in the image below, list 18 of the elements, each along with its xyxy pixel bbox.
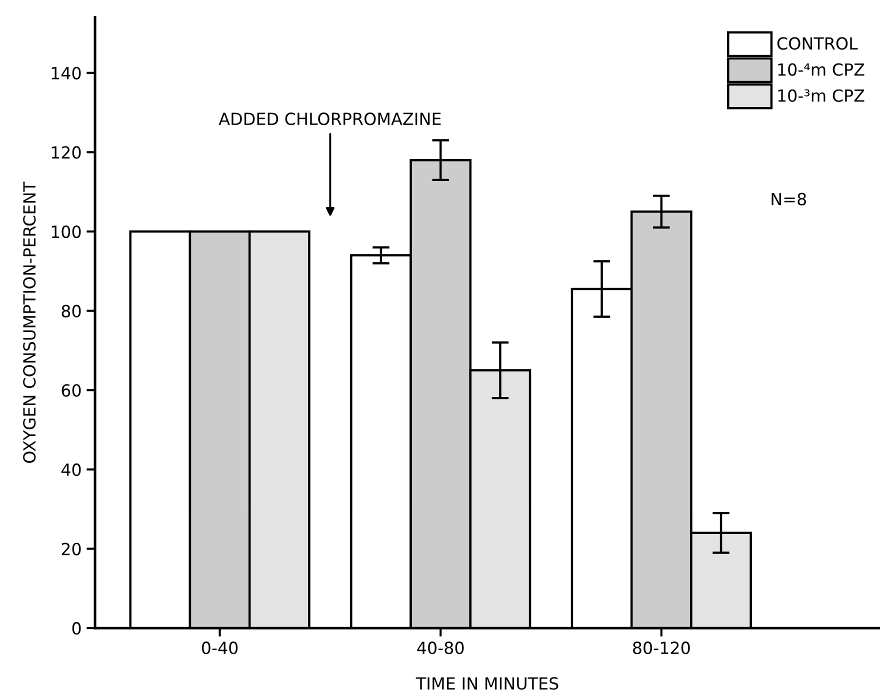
y-tick-label: 20	[62, 542, 81, 556]
x-tick-label: 0-40	[202, 642, 238, 654]
x-tick-label: 80-120	[633, 642, 690, 654]
y-tick-label: 140	[52, 66, 81, 80]
x-tick-label: 40-80	[417, 642, 464, 654]
annotation: N=8	[772, 192, 806, 206]
y-axis-title: OXYGEN CONSUMPTION-PERCENT	[23, 182, 36, 463]
y-tick-label: 60	[62, 384, 81, 397]
legend-label: 10-⁴m CPZ	[778, 63, 864, 76]
annotation: ADDED CHLORPROMAZINE	[218, 112, 441, 126]
legend-label: 10-³m CPZ	[778, 89, 864, 102]
y-tick-label: 80	[62, 304, 81, 318]
y-tick-label: 100	[52, 225, 81, 238]
legend-label: CONTROL	[777, 37, 858, 50]
x-axis-title: TIME IN MINUTES	[416, 677, 558, 690]
y-tick-label: 0	[72, 622, 81, 635]
y-tick-label: 120	[52, 146, 81, 159]
y-tick-label: 40	[61, 463, 81, 476]
